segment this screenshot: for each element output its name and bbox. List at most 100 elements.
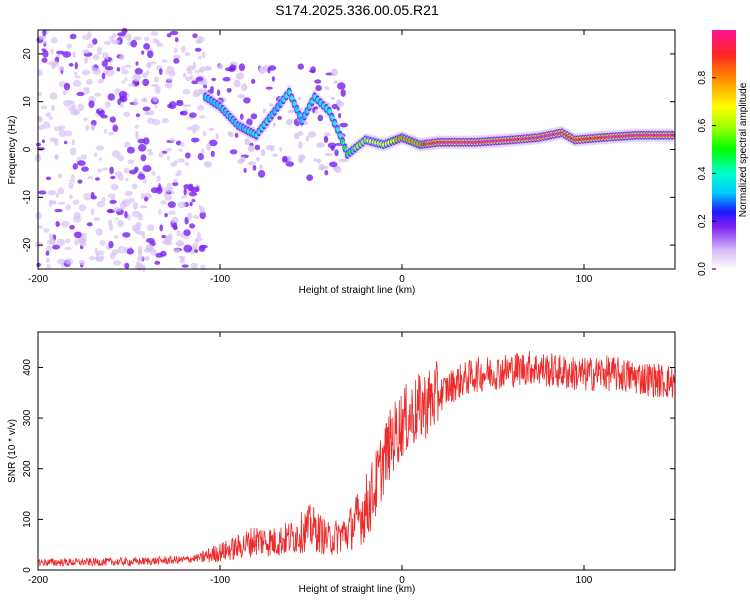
noise-blob [91, 64, 95, 71]
noise-blob [229, 149, 238, 155]
noise-blob [54, 141, 59, 146]
noise-blob [183, 229, 191, 237]
noise-blob [226, 87, 232, 93]
noise-blob [203, 161, 212, 168]
noise-blob [55, 154, 59, 161]
noise-blob [183, 187, 187, 196]
noise-blob [181, 264, 189, 268]
noise-blob [117, 174, 124, 181]
noise-blob [137, 266, 143, 271]
noise-blob [41, 139, 45, 143]
noise-blob [258, 170, 266, 178]
noise-blob [182, 88, 191, 95]
noise-blob [247, 145, 256, 153]
noise-blob [184, 216, 189, 225]
noise-blob [314, 79, 322, 84]
noise-blob [98, 157, 102, 161]
noise-blob [191, 80, 199, 85]
noise-blob [177, 158, 185, 163]
noise-blob [330, 96, 335, 101]
noise-blob [73, 231, 82, 239]
y-tick-label: -20 [22, 237, 33, 252]
noise-blob [50, 48, 54, 55]
noise-blob [119, 54, 125, 61]
noise-blob [134, 227, 141, 235]
noise-blob [127, 159, 135, 164]
noise-blob [268, 65, 277, 71]
noise-blob [112, 260, 122, 266]
noise-blob [175, 240, 185, 247]
noise-blob [313, 158, 318, 162]
noise-blob [208, 139, 218, 147]
ridge-core [670, 133, 674, 137]
noise-blob [83, 117, 88, 122]
noise-blob [172, 181, 179, 187]
noise-blob [215, 133, 219, 140]
noise-blob [152, 119, 161, 126]
noise-blob [47, 189, 57, 196]
noise-blob [158, 208, 162, 216]
noise-blob [309, 69, 316, 73]
noise-blob [57, 173, 63, 179]
noise-blob [96, 250, 105, 256]
noise-blob [68, 194, 73, 200]
noise-blob [72, 163, 79, 170]
noise-blob [147, 224, 155, 232]
noise-blob [117, 245, 127, 254]
noise-blob [94, 152, 98, 157]
x-tick-label: 100 [576, 575, 593, 586]
noise-blob [336, 106, 340, 111]
noise-blob [74, 61, 78, 70]
noise-blob [333, 165, 342, 173]
x-tick-label: -100 [210, 575, 230, 586]
noise-blob [102, 51, 107, 59]
noise-blob [180, 257, 185, 261]
noise-blob [49, 238, 56, 246]
noise-blob [132, 202, 139, 210]
noise-blob [211, 77, 217, 82]
noise-blob [70, 174, 76, 180]
noise-blob [156, 42, 164, 48]
noise-blob [144, 111, 152, 116]
noise-blob [208, 127, 215, 131]
noise-blob [190, 137, 200, 143]
noise-blob [192, 33, 198, 39]
noise-blob [101, 72, 106, 80]
noise-blob [124, 64, 132, 68]
noise-blob [111, 249, 119, 256]
noise-blob [92, 54, 100, 61]
noise-blob [92, 67, 102, 75]
noise-blob [135, 132, 139, 141]
noise-blob [244, 138, 251, 146]
noise-blob [88, 256, 96, 261]
noise-blob [134, 81, 140, 86]
noise-blob [97, 79, 104, 84]
noise-blob [72, 51, 76, 59]
noise-blob [317, 114, 324, 122]
noise-blob [41, 48, 46, 52]
noise-blob [88, 100, 95, 109]
noise-blob [197, 80, 206, 85]
colorbar-ticks: 0.0 0.2 0.4 0.6 0.8 [697, 70, 716, 276]
noise-blob [194, 249, 199, 253]
noise-blob [141, 97, 148, 103]
noise-blob [173, 222, 178, 229]
noise-blob [167, 201, 176, 209]
noise-blob [58, 129, 67, 138]
noise-blob [297, 97, 302, 101]
noise-blob [71, 139, 75, 146]
noise-blob [42, 29, 47, 37]
noise-blob [65, 204, 71, 211]
noise-blob [287, 109, 295, 114]
noise-blob [130, 39, 138, 48]
noise-blob [73, 211, 81, 220]
noise-blob [329, 161, 338, 168]
noise-blob [96, 46, 103, 53]
noise-blob [173, 58, 180, 64]
noise-blob [131, 183, 138, 190]
noise-blob [144, 36, 150, 42]
noise-blob [238, 63, 246, 72]
noise-blob [210, 150, 215, 157]
noise-blob [125, 177, 129, 182]
noise-blob [85, 124, 90, 131]
